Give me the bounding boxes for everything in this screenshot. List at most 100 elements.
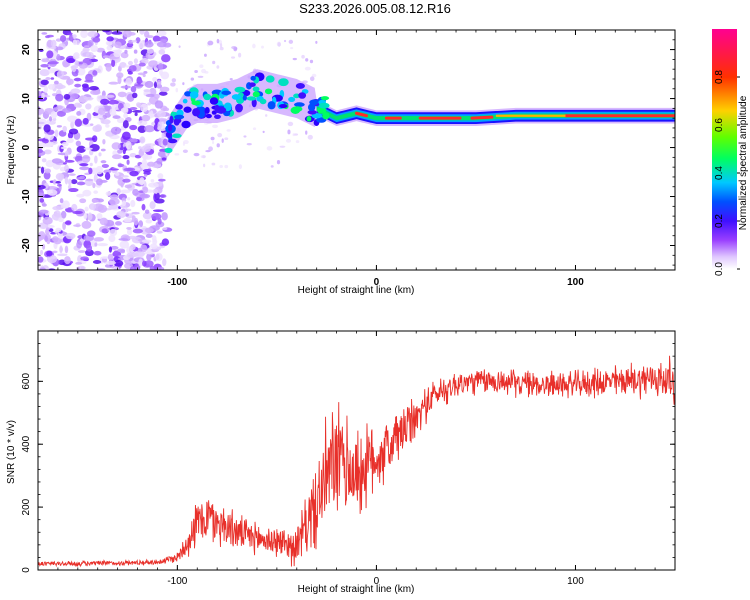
speckle-blob [170, 82, 176, 87]
spectrogram-y-label: Frequency (Hz) [6, 116, 17, 185]
speckle-blob [138, 40, 145, 49]
speckle-blob [57, 253, 68, 257]
speckle-blob [86, 244, 93, 252]
speckle-blob [55, 180, 61, 184]
speckle-blob [304, 66, 311, 71]
speckle-blob [38, 262, 42, 270]
speckle-blob [38, 256, 44, 263]
speckle-blob [52, 236, 59, 242]
speckle-blob [230, 56, 236, 59]
speckle-blob [127, 60, 133, 66]
speckle-blob [92, 260, 102, 264]
ridge-core [470, 115, 494, 120]
snr-x-label: Height of straight line (km) [298, 584, 415, 595]
speckle-blob [56, 70, 65, 79]
speckle-blob [127, 71, 133, 75]
speckle-blob [89, 123, 94, 126]
speckle-blob [145, 93, 156, 98]
spectrogram-x-tick-label: 0 [374, 277, 380, 288]
speckle-blob [149, 243, 158, 250]
speckle-blob [109, 108, 117, 116]
speckle-blob [53, 80, 59, 85]
snr-series [38, 355, 675, 568]
speckle-blob [59, 35, 67, 43]
speckle-blob [41, 92, 45, 100]
speckle-blob [59, 245, 63, 254]
speckle-blob [125, 208, 132, 212]
speckle-blob [67, 32, 73, 36]
speckle-blob [276, 41, 282, 47]
speckle-blob [129, 153, 137, 158]
snr-y-tick-label: 600 [21, 373, 32, 390]
speckle-blob [75, 261, 83, 265]
speckle-blob [68, 188, 79, 193]
speckle-blob [132, 228, 143, 234]
ridge-blob [250, 75, 256, 81]
speckle-blob [39, 198, 45, 203]
speckle-blob [226, 129, 231, 132]
ridge-blob [251, 98, 257, 108]
speckle-blob [52, 205, 63, 211]
speckle-blob [160, 194, 167, 198]
speckle-blob [100, 98, 110, 105]
speckle-blob [112, 115, 121, 119]
speckle-blob [96, 47, 105, 53]
speckle-blob [38, 142, 47, 149]
speckle-blob [38, 138, 49, 142]
speckle-blob [136, 102, 141, 108]
ridge-blob [265, 75, 275, 83]
speckle-blob [38, 118, 47, 127]
speckle-blob [204, 53, 207, 57]
speckle-blob [131, 40, 138, 43]
speckle-blob [132, 92, 138, 99]
ridge-blob [317, 106, 327, 114]
speckle-blob [124, 184, 133, 189]
speckle-blob [133, 49, 138, 54]
speckle-blob [40, 79, 49, 86]
speckle-blob [52, 250, 58, 254]
speckle-blob [149, 110, 154, 119]
speckle-blob [44, 235, 48, 242]
speckle-blob [52, 117, 57, 121]
speckle-blob [203, 163, 206, 168]
speckle-blob [92, 115, 103, 119]
speckle-blob [174, 153, 180, 156]
speckle-blob [153, 193, 157, 202]
speckle-blob [141, 154, 153, 160]
ridge-blob [235, 103, 243, 113]
speckle-blob [137, 125, 147, 133]
speckle-blob [156, 230, 163, 234]
speckle-blob [113, 266, 120, 270]
speckle-blob [101, 228, 108, 234]
speckle-blob [309, 76, 315, 82]
speckle-blob [40, 64, 49, 68]
ridge-blob [290, 106, 301, 114]
speckle-blob [138, 62, 146, 67]
speckle-blob [108, 246, 113, 253]
colorbar-tick-label: 0.6 [714, 118, 725, 132]
speckle-blob [137, 179, 145, 185]
ridge-blob [246, 96, 257, 101]
speckle-blob [132, 188, 139, 196]
speckle-blob [315, 40, 318, 44]
spectrogram-y-tick-label: 10 [21, 93, 32, 105]
ridge-blob [307, 109, 317, 115]
speckle-blob [88, 203, 97, 211]
speckle-blob [111, 31, 123, 35]
colorbar-tick-label: 0.8 [714, 70, 725, 84]
speckle-blob [61, 141, 69, 147]
speckle-blob [146, 247, 152, 255]
speckle-blob [197, 75, 204, 78]
speckle-blob [276, 159, 281, 165]
speckle-blob [126, 252, 136, 258]
speckle-blob [157, 121, 162, 130]
speckle-blob [105, 260, 116, 265]
speckle-blob [100, 148, 106, 152]
speckle-blob [130, 244, 136, 251]
colorbar-gradient [712, 29, 737, 269]
speckle-blob [147, 182, 159, 188]
speckle-blob [219, 164, 224, 169]
speckle-blob [105, 123, 110, 128]
speckle-blob [120, 107, 129, 113]
speckle-blob [46, 189, 58, 196]
